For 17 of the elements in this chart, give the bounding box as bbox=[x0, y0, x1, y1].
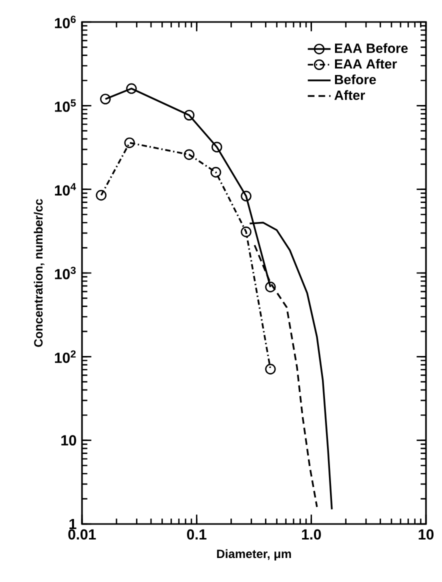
y-tick-label: 10$^{6}$ bbox=[54, 16, 76, 28]
y-tick-label: 10$^{3}$ bbox=[54, 266, 76, 280]
legend-label: EAA After bbox=[335, 58, 397, 69]
y-tick-label: 10$^{4}$ bbox=[54, 183, 76, 196]
x-tick-label: 0.01 bbox=[68, 529, 96, 540]
y-axis-title: Concentration, number/cc bbox=[34, 199, 44, 347]
legend-label: Before bbox=[335, 74, 376, 84]
x-axis-title: Diameter, μm bbox=[217, 549, 291, 560]
y-tick-label: 10 bbox=[61, 435, 76, 446]
legend-label: After bbox=[334, 90, 366, 100]
x-tick-label: 0.1 bbox=[187, 529, 206, 540]
x-tick-label: 10 bbox=[418, 529, 434, 540]
y-tick-label: 10$^{5}$ bbox=[54, 99, 76, 112]
legend-label: EAA Before bbox=[335, 43, 408, 53]
x-tick-label: 1.0 bbox=[302, 529, 321, 540]
y-tick-label: 10$^{2}$ bbox=[54, 350, 76, 363]
y-tick-label: 1 bbox=[70, 518, 76, 530]
